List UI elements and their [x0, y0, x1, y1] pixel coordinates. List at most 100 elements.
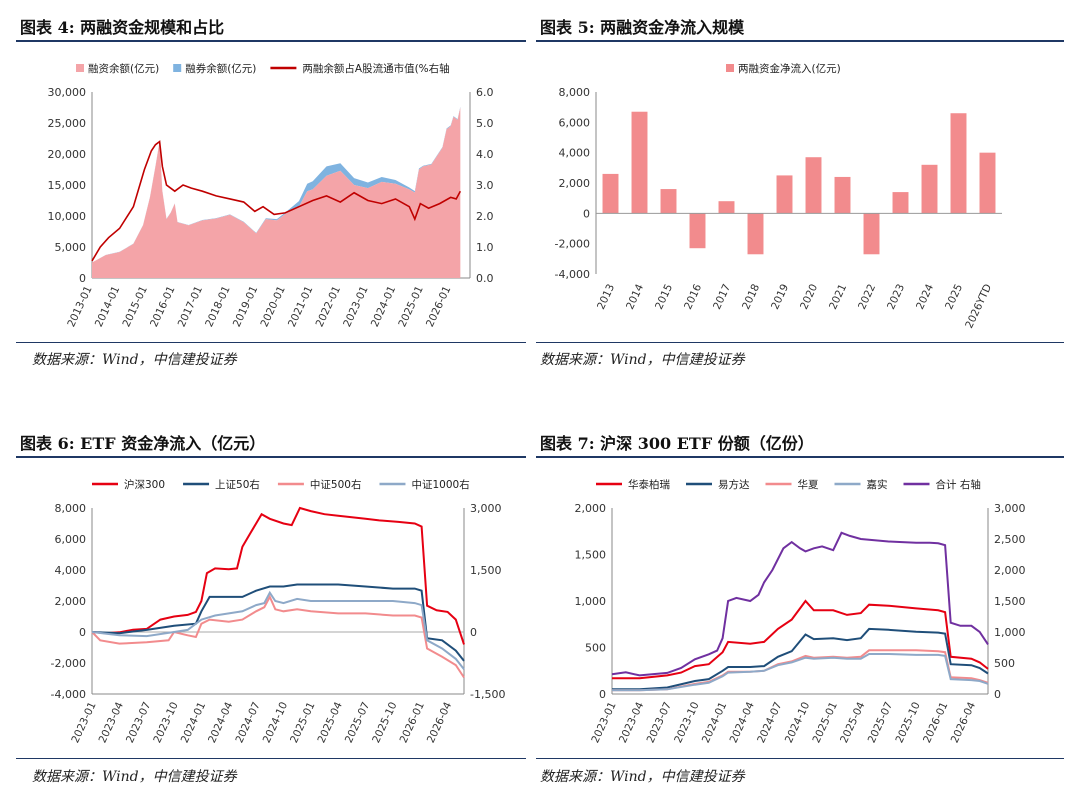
x-tick-label: 2020 [798, 282, 820, 311]
y-tick-label: -4,000 [555, 268, 590, 281]
x-tick-label: 2020-01 [258, 284, 287, 329]
x-tick-label: 2016-01 [148, 284, 177, 329]
legend-label-2: 两融余额占A股流通市值(%右轴 [302, 62, 449, 75]
chart-title-7: 图表 7: 沪深 300 ETF 份额（亿份） [540, 434, 814, 453]
y2-tick-label: 2,500 [994, 533, 1026, 546]
y2-tick-label: 4.0 [476, 148, 494, 161]
source-rule-4 [16, 342, 526, 343]
legend-label-4: 合计 右轴 [936, 478, 981, 491]
x-tick-label: 2025-10 [370, 700, 399, 745]
y2-tick-label: 5.0 [476, 117, 494, 130]
y-tick-label: 4,000 [559, 147, 591, 160]
legend-label-0: 融资余额(亿元) [88, 62, 159, 75]
bar-2024 [921, 164, 938, 214]
x-tick-label: 2026-01 [921, 700, 950, 745]
x-tick-label: 2026-04 [425, 700, 455, 745]
source-note-7: 数据来源：Wind，中信建投证券 [540, 769, 745, 785]
bar-2016 [689, 213, 706, 249]
legend-swatch-0 [76, 64, 84, 72]
y2-tick-label: 6.0 [476, 86, 494, 99]
y-tick-label: 500 [585, 642, 606, 655]
y2-tick-label: 2.0 [476, 210, 494, 223]
x-tick-label: 2026-01 [424, 284, 453, 329]
bar-2026YTD [979, 152, 996, 214]
legend-swatch-0 [726, 64, 734, 72]
bar-2019 [776, 175, 793, 214]
source-rule-6 [16, 758, 526, 759]
y2-tick-label: 3.0 [476, 179, 494, 192]
x-tick-label: 2024 [914, 282, 936, 312]
x-tick-label: 2025-01 [396, 284, 425, 329]
chart-title-6: 图表 6: ETF 资金净流入（亿元） [20, 434, 266, 453]
x-tick-label: 2023 [885, 282, 907, 311]
legend-label-2: 华夏 [798, 478, 819, 491]
x-tick-label: 2024-01 [179, 700, 208, 745]
x-tick-label: 2019-01 [231, 284, 260, 329]
title-rule-6 [16, 456, 526, 458]
x-tick-label: 2024-07 [755, 700, 784, 745]
source-note-5: 数据来源：Wind，中信建投证券 [540, 352, 745, 368]
y2-tick-label: 1,500 [470, 564, 502, 577]
series-margin-ratio-line [91, 140, 462, 262]
y-tick-label: 0 [583, 207, 590, 220]
series-line-3 [91, 590, 465, 670]
series-line-2 [612, 649, 989, 692]
series-financing-area [92, 107, 461, 278]
y2-tick-label: 0.0 [476, 272, 494, 285]
bar-2015 [660, 189, 677, 214]
x-tick-label: 2025 [943, 282, 965, 311]
y2-tick-label: 0 [470, 626, 477, 639]
bar-2014 [631, 111, 648, 214]
x-tick-label: 2026-01 [398, 700, 427, 745]
legend-label-1: 融券余额(亿元) [185, 62, 256, 75]
x-tick-label: 2015-01 [120, 284, 149, 329]
legend-label-1: 上证50右 [215, 478, 260, 491]
x-tick-label: 2025-07 [343, 700, 372, 745]
bar-2022 [863, 213, 880, 255]
chart-title-4: 图表 4: 两融资金规模和占比 [20, 18, 225, 37]
series-line-0 [91, 506, 465, 645]
y-tick-label: 2,000 [575, 502, 607, 515]
y-tick-label: 30,000 [48, 86, 87, 99]
legend-label-0: 沪深300 [124, 478, 165, 491]
y-tick-label: 5,000 [55, 241, 87, 254]
y-tick-label: 6,000 [559, 116, 591, 129]
source-rule-5 [536, 342, 1064, 343]
x-tick-label: 2025-07 [866, 700, 895, 745]
x-tick-label: 2025-04 [838, 700, 868, 745]
series-line-1 [91, 583, 465, 662]
bar-2025 [950, 113, 967, 214]
y2-tick-label: 1,000 [994, 626, 1026, 639]
x-tick-label: 2014 [624, 282, 646, 312]
x-tick-label: 2014-01 [93, 284, 122, 329]
y-tick-label: 8,000 [559, 86, 591, 99]
y-tick-label: 4,000 [55, 564, 87, 577]
chart-hs300-etf-share: 0 500 1,000 1,500 2,000 0 500 1,000 1,500 2,000 2,… [575, 478, 1026, 745]
legend-label-3: 中证1000右 [411, 478, 469, 491]
y2-tick-label: 500 [994, 657, 1015, 670]
legend-label-1: 易方达 [718, 478, 750, 491]
x-tick-label: 2023-04 [617, 700, 647, 745]
source-note-4: 数据来源：Wind，中信建投证券 [32, 352, 237, 368]
bar-2020 [805, 157, 822, 214]
x-tick-label: 2026YTD [963, 282, 994, 330]
y-tick-label: 25,000 [48, 117, 87, 130]
x-tick-label: 2022-01 [314, 284, 343, 329]
y-tick-label: 0 [599, 688, 606, 701]
x-tick-label: 2017 [711, 282, 733, 311]
x-tick-label: 2024-04 [206, 700, 236, 745]
title-rule-4 [16, 40, 526, 42]
x-tick-label: 2018-01 [203, 284, 232, 329]
y-tick-label: 0 [79, 626, 86, 639]
x-tick-label: 2024-07 [233, 700, 262, 745]
bar-2013 [602, 173, 619, 214]
x-tick-label: 2018 [740, 282, 762, 311]
series-line-3 [612, 653, 989, 692]
x-tick-label: 2024-10 [783, 700, 812, 745]
source-rule-7 [536, 758, 1064, 759]
x-tick-label: 2023-01 [589, 700, 618, 745]
y2-tick-label: 1,500 [994, 595, 1026, 608]
y-tick-label: 1,500 [575, 549, 607, 562]
x-tick-label: 2026-04 [949, 700, 979, 745]
y-tick-label: 0 [79, 272, 86, 285]
